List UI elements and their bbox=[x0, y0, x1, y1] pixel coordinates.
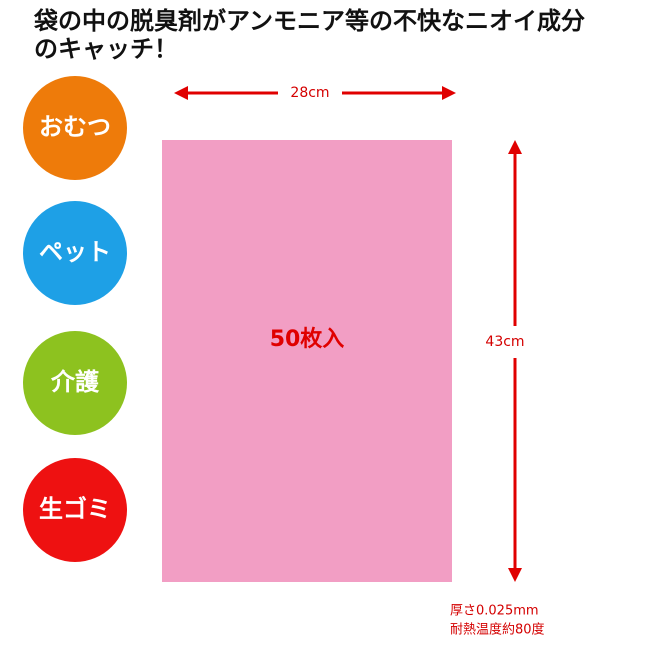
height-label: 43cm bbox=[485, 334, 524, 350]
spec: 厚さ0.025mm bbox=[450, 604, 539, 619]
count-label: 50枚入 bbox=[270, 326, 345, 352]
use-label: 介護 bbox=[50, 368, 100, 396]
spec: 耐熱温度約80度 bbox=[450, 622, 545, 638]
use-badge bbox=[23, 201, 127, 305]
use-label: おむつ bbox=[39, 113, 111, 141]
headline: 袋の中の脱臭剤がアンモニア等の不快なニオイ成分 bbox=[33, 7, 585, 35]
use-badge bbox=[23, 76, 127, 180]
use-badge bbox=[23, 331, 127, 435]
use-badge bbox=[23, 458, 127, 562]
bag bbox=[162, 140, 452, 582]
use-label: ペット bbox=[39, 238, 111, 266]
width-arrow bbox=[174, 86, 456, 100]
use-label: 生ゴミ bbox=[39, 495, 111, 523]
width-label: 28cm bbox=[290, 85, 329, 101]
headline: のキャッチ！ bbox=[34, 35, 178, 63]
height-arrow bbox=[508, 140, 522, 582]
